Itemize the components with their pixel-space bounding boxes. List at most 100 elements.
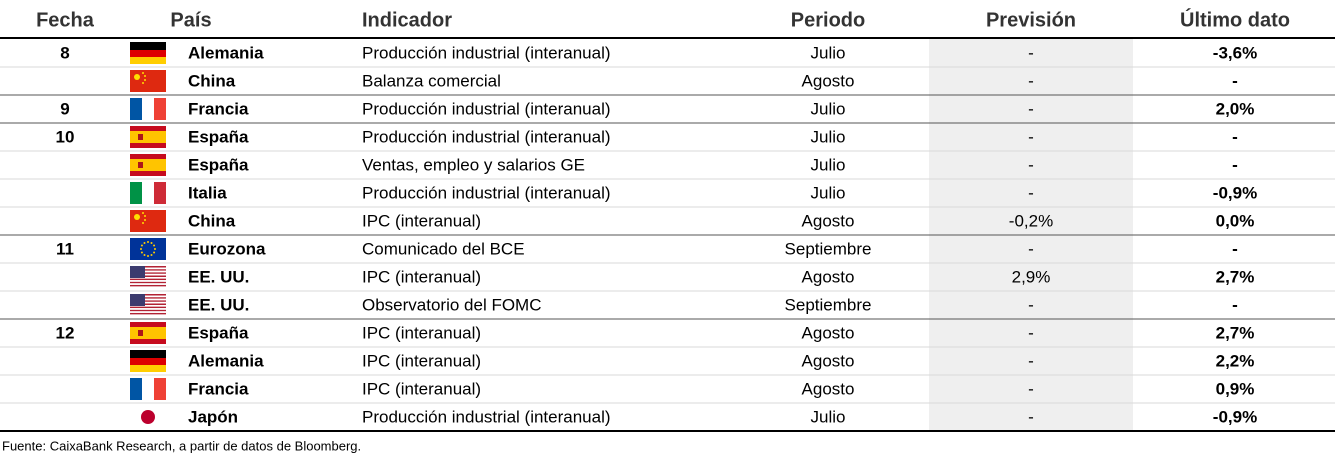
column-forecast-cell: - [1028, 295, 1034, 314]
flag-part [130, 314, 166, 316]
flag [130, 350, 166, 372]
column-forecast-cell: - [1028, 407, 1034, 426]
flag-part [150, 241, 153, 244]
flag-part [130, 365, 166, 372]
column-indicator-cell: IPC (interanual) [362, 267, 481, 286]
column-indicator-cell: Comunicado del BCE [362, 239, 525, 258]
flag-part [130, 327, 166, 339]
flag-part [130, 295, 166, 298]
flag [130, 70, 166, 92]
column-country-cell: Italia [188, 183, 227, 202]
flag-part [134, 214, 140, 220]
flag-part [140, 248, 142, 250]
flag-part [130, 272, 166, 274]
flag-part [153, 251, 156, 254]
flag-part [130, 300, 166, 302]
column-forecast-cell: - [1028, 71, 1034, 90]
column-period-cell: Septiembre [785, 295, 872, 314]
flag [130, 322, 166, 344]
column-period-cell: Agosto [802, 379, 855, 398]
flag-part [142, 378, 154, 400]
flag-part [130, 210, 166, 232]
flag [130, 266, 166, 288]
column-date-cell: 12 [56, 323, 75, 342]
column-period-cell: Agosto [802, 351, 855, 370]
flag-part [154, 248, 156, 250]
column-country-cell: Alemania [188, 43, 264, 62]
column-last-cell: -0,9% [1213, 183, 1257, 202]
column-last-cell: 2,7% [1216, 267, 1255, 286]
flag-part [130, 57, 166, 64]
column-date-cell: 11 [56, 239, 74, 258]
flag-part [144, 79, 146, 81]
flag-part [130, 309, 166, 312]
flag [130, 238, 166, 260]
column-date-cell: 10 [56, 127, 75, 146]
column-last-cell: -0,9% [1213, 407, 1257, 426]
flag-part [130, 284, 166, 287]
column-last: Último dato [1180, 7, 1290, 31]
column-period: Periodo [791, 9, 865, 31]
flag-part [130, 358, 166, 365]
flag-part [154, 98, 166, 120]
flag-part [130, 306, 166, 309]
flag-part [154, 182, 166, 204]
flag-part [130, 303, 166, 305]
column-country-cell: Eurozona [188, 239, 266, 258]
flag-part [144, 75, 146, 77]
column-indicator-cell: Producción industrial (interanual) [362, 99, 611, 118]
column-forecast-cell: - [1028, 183, 1034, 202]
column-indicator-cell: IPC (interanual) [362, 379, 481, 398]
column-date-cell: 9 [60, 99, 69, 118]
flag [130, 182, 166, 204]
flag [130, 42, 166, 64]
column-indicator-cell: IPC (interanual) [362, 323, 481, 342]
flag-part [142, 98, 154, 120]
flag-part [144, 215, 146, 217]
column-country-cell: Japón [188, 407, 238, 426]
flag-part [130, 131, 166, 143]
flag-part [153, 244, 156, 247]
column-last-cell: 2,0% [1216, 99, 1255, 118]
flag [130, 126, 166, 148]
flag-part [130, 350, 166, 358]
flag-part [130, 298, 166, 301]
flag-part [142, 222, 144, 224]
flag-part [130, 280, 166, 282]
column-last-cell: - [1232, 127, 1238, 146]
flag-part [130, 273, 166, 276]
column-period-cell: Septiembre [785, 239, 872, 258]
flag-part [130, 159, 166, 171]
flag [130, 98, 166, 120]
flag-part [130, 311, 166, 313]
flag-part [130, 267, 166, 270]
flag-part [130, 275, 166, 277]
column-indicator-cell: IPC (interanual) [362, 211, 481, 230]
column-last-cell: 2,2% [1216, 351, 1255, 370]
flag-part [134, 74, 140, 80]
column-last-cell: -3,6% [1213, 43, 1257, 62]
flag-part [142, 82, 144, 84]
column-country-cell: Alemania [188, 351, 264, 370]
column-forecast-cell: - [1028, 99, 1034, 118]
column-country-cell: Francia [188, 99, 249, 118]
flag [130, 406, 166, 428]
flag-part [130, 283, 166, 285]
flag-part [130, 281, 166, 284]
column-period-cell: Julio [811, 127, 846, 146]
flag-part [142, 212, 144, 214]
column-forecast-cell: - [1028, 155, 1034, 174]
flag [130, 378, 166, 400]
column-period-cell: Agosto [802, 71, 855, 90]
column-indicator-cell: Balanza comercial [362, 71, 501, 90]
column-indicator-cell: Producción industrial (interanual) [362, 43, 611, 62]
column-indicator-cell: Producción industrial (interanual) [362, 183, 611, 202]
column-forecast-cell: 2,9% [1012, 267, 1051, 286]
column-indicator-cell: Producción industrial (interanual) [362, 127, 611, 146]
column-date: Fecha [36, 9, 95, 31]
flag-part [130, 312, 166, 315]
column-forecast-cell: - [1028, 379, 1034, 398]
flag [130, 210, 166, 232]
column-indicator-cell: Observatorio del FOMC [362, 295, 542, 314]
